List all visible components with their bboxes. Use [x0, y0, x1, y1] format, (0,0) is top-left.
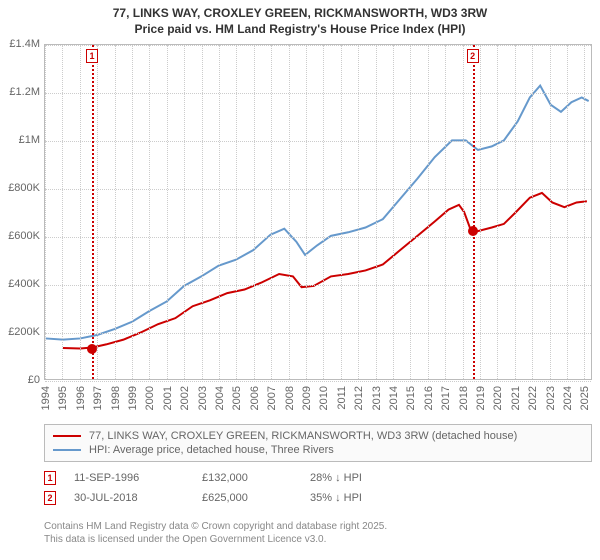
event-row: 1 11-SEP-1996 £132,000 28% ↓ HPI: [44, 468, 592, 488]
x-tick-label: 2025: [579, 386, 591, 410]
x-tick-label: 2024: [562, 386, 574, 410]
x-tick-label: 1997: [92, 386, 104, 410]
x-tick-label: 2010: [318, 386, 330, 410]
title-line-1: 77, LINKS WAY, CROXLEY GREEN, RICKMANSWO…: [10, 6, 590, 22]
event-price: £625,000: [202, 492, 292, 504]
legend-label: HPI: Average price, detached house, Thre…: [89, 444, 334, 456]
x-tick-label: 2013: [371, 386, 383, 410]
plot-area: 12: [44, 44, 592, 380]
footer-line: Contains HM Land Registry data © Crown c…: [44, 520, 592, 533]
x-tick-label: 2003: [197, 386, 209, 410]
event-point: [87, 344, 97, 354]
chart-area: 12: [44, 44, 592, 380]
event-date: 11-SEP-1996: [74, 472, 184, 484]
event-price: £132,000: [202, 472, 292, 484]
legend-swatch: [53, 449, 81, 451]
legend: 77, LINKS WAY, CROXLEY GREEN, RICKMANSWO…: [44, 424, 592, 462]
title-line-2: Price paid vs. HM Land Registry's House …: [10, 22, 590, 38]
x-tick-label: 2019: [475, 386, 487, 410]
event-vline: [473, 45, 475, 379]
events-table: 1 11-SEP-1996 £132,000 28% ↓ HPI 2 30-JU…: [44, 468, 592, 508]
y-tick-label: £200K: [0, 326, 40, 338]
x-tick-label: 2014: [388, 386, 400, 410]
x-tick-label: 2007: [266, 386, 278, 410]
chart-title: 77, LINKS WAY, CROXLEY GREEN, RICKMANSWO…: [0, 0, 600, 41]
series-price_paid: [63, 193, 587, 349]
x-tick-label: 2009: [301, 386, 313, 410]
legend-swatch: [53, 435, 81, 437]
footer-line: This data is licensed under the Open Gov…: [44, 533, 592, 546]
x-tick-label: 1999: [127, 386, 139, 410]
x-tick-label: 2005: [231, 386, 243, 410]
x-tick-label: 2012: [353, 386, 365, 410]
x-tick-label: 1996: [75, 386, 87, 410]
event-delta: 28% ↓ HPI: [310, 472, 420, 484]
x-tick-label: 2016: [423, 386, 435, 410]
x-tick-label: 2015: [405, 386, 417, 410]
y-tick-label: £400K: [0, 278, 40, 290]
event-point: [468, 226, 478, 236]
x-tick-label: 2021: [510, 386, 522, 410]
event-marker-box: 2: [44, 491, 56, 505]
y-tick-label: £600K: [0, 230, 40, 242]
x-tick-label: 1994: [40, 386, 52, 410]
x-tick-label: 2018: [458, 386, 470, 410]
x-tick-label: 2017: [440, 386, 452, 410]
event-marker-box: 1: [44, 471, 56, 485]
y-tick-label: £1.4M: [0, 38, 40, 50]
event-marker: 2: [467, 49, 479, 63]
x-tick-label: 2004: [214, 386, 226, 410]
event-marker: 1: [86, 49, 98, 63]
x-tick-label: 2002: [179, 386, 191, 410]
event-date: 30-JUL-2018: [74, 492, 184, 504]
y-tick-label: £800K: [0, 182, 40, 194]
x-tick-label: 2022: [527, 386, 539, 410]
series-hpi: [46, 86, 589, 340]
x-tick-label: 2020: [492, 386, 504, 410]
y-tick-label: £0: [0, 374, 40, 386]
event-delta: 35% ↓ HPI: [310, 492, 420, 504]
x-tick-label: 2001: [162, 386, 174, 410]
y-tick-label: £1.2M: [0, 86, 40, 98]
x-tick-label: 2000: [144, 386, 156, 410]
event-vline: [92, 45, 94, 379]
x-tick-label: 2006: [249, 386, 261, 410]
x-tick-label: 2008: [284, 386, 296, 410]
line-series: [45, 45, 591, 379]
y-tick-label: £1M: [0, 134, 40, 146]
footer-attribution: Contains HM Land Registry data © Crown c…: [44, 520, 592, 546]
legend-item: 77, LINKS WAY, CROXLEY GREEN, RICKMANSWO…: [53, 429, 583, 443]
event-row: 2 30-JUL-2018 £625,000 35% ↓ HPI: [44, 488, 592, 508]
legend-item: HPI: Average price, detached house, Thre…: [53, 443, 583, 457]
x-tick-label: 2011: [336, 386, 348, 410]
legend-label: 77, LINKS WAY, CROXLEY GREEN, RICKMANSWO…: [89, 430, 517, 442]
x-tick-label: 2023: [545, 386, 557, 410]
x-tick-label: 1998: [110, 386, 122, 410]
x-tick-label: 1995: [57, 386, 69, 410]
